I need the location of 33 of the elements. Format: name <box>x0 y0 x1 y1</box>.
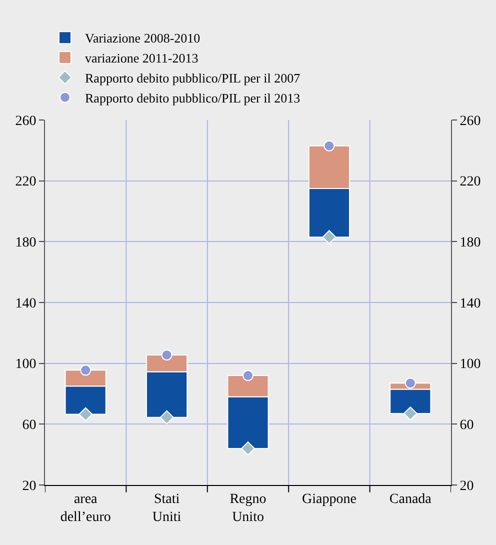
x-tick-label: Giappone <box>302 492 356 507</box>
y2-tick-label: 20 <box>460 478 474 494</box>
point <box>242 370 254 381</box>
y-tick-label: 140 <box>15 296 36 312</box>
y-tick-label: 180 <box>15 236 36 251</box>
legend-label: Rapporto debito pubblico/PIL per il 2013 <box>85 90 300 106</box>
x-tick-label: Stati Uniti <box>152 492 182 525</box>
point <box>241 442 255 456</box>
legend-label: variazione 2011-2013 <box>85 50 198 66</box>
point <box>78 407 93 422</box>
x-tick-label: area dell’euro <box>60 492 111 525</box>
y-tick-label: 100 <box>15 357 36 372</box>
y-tick-label: 60 <box>22 418 36 434</box>
y-tick-label: 260 <box>15 114 36 129</box>
point <box>161 349 172 360</box>
point <box>322 230 336 244</box>
legend-label: Variazione 2008-2010 <box>85 30 200 46</box>
point <box>160 410 174 424</box>
legend-label: Rapporto debito pubblico/PIL per il 2007 <box>85 70 301 86</box>
point <box>403 406 418 421</box>
y2-tick-label: 140 <box>460 296 481 312</box>
y2-tick-label: 60 <box>460 418 474 434</box>
y-tick-label: 220 <box>15 174 36 190</box>
x-tick-label: Regno Unito <box>230 492 266 525</box>
point <box>324 140 335 152</box>
y2-tick-label: 180 <box>460 236 481 251</box>
y2-tick-label: 220 <box>460 174 481 190</box>
point <box>404 378 416 389</box>
point <box>80 364 92 376</box>
y2-tick-label: 260 <box>460 114 481 129</box>
y2-tick-label: 100 <box>460 357 481 372</box>
y-tick-label: 20 <box>22 478 36 494</box>
x-tick-label: Canada <box>389 492 432 507</box>
